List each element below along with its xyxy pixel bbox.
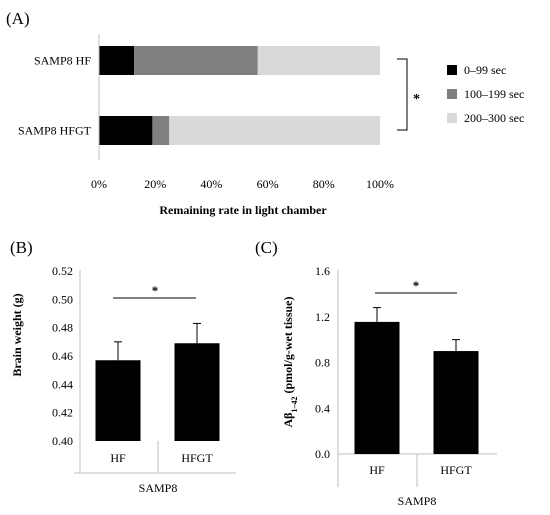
panel-a-legend-swatch xyxy=(447,65,457,75)
panel-c-y-axis-title: Aβ1–42 (pmol/g-wet tissue) xyxy=(281,297,299,428)
panel-c-category-label: HFGT xyxy=(440,463,472,477)
panel-b-bar xyxy=(174,343,220,441)
panel-c-y-tick-label: 0.4 xyxy=(315,401,330,415)
panel-a-x-tick-label: 20% xyxy=(144,177,166,191)
panel-a-significance-star: * xyxy=(413,92,420,107)
panel-a-category-label: SAMP8 HF xyxy=(34,54,91,68)
panel-a-legend-swatch xyxy=(447,89,457,99)
panel-b-category-label: HF xyxy=(110,451,126,465)
panel-c-y-axis-title-subscript: 1–42 xyxy=(290,396,299,412)
panel-c-y-tick-label: 0.0 xyxy=(315,447,330,461)
panel-a-x-tick-label: 100% xyxy=(366,177,394,191)
panel-b: (B) 0.400.420.440.460.480.500.52 HF HFGT … xyxy=(10,238,236,495)
panel-a-category-label: SAMP8 HFGT xyxy=(18,124,92,138)
panel-b-y-tick-label: 0.46 xyxy=(52,349,73,363)
panel-c-group-label: SAMP8 xyxy=(398,494,437,508)
panel-b-category-labels: HF HFGT xyxy=(110,451,213,465)
panel-c-bar xyxy=(433,351,479,454)
panel-a: (A) SAMP8 HF SAMP8 HFGT 0% 20% 40% 60% 80% 100… xyxy=(6,9,524,217)
panel-c-y-axis-title-prefix: Aβ xyxy=(281,412,295,427)
panel-a-bars xyxy=(99,46,380,145)
panel-a-bar-segment xyxy=(99,46,135,75)
panel-c-bars xyxy=(354,307,479,454)
panel-b-y-tick-label: 0.48 xyxy=(52,321,73,335)
panel-a-bar-segment xyxy=(134,46,258,75)
panel-b-bar xyxy=(95,360,141,441)
panel-b-group-label: SAMP8 xyxy=(139,481,178,495)
panel-a-category-labels: SAMP8 HF SAMP8 HFGT xyxy=(18,54,92,138)
panel-b-y-tick-label: 0.52 xyxy=(52,264,73,278)
panel-a-bar-segment xyxy=(169,116,380,145)
panel-a-bar-segment xyxy=(257,46,380,75)
panel-b-label: (B) xyxy=(10,238,33,257)
panel-b-y-tick-label: 0.44 xyxy=(52,377,73,391)
panel-a-x-tick-labels: 0% 20% 40% 60% 80% 100% xyxy=(91,177,394,191)
panel-a-x-tick-label: 0% xyxy=(91,177,107,191)
panel-c-y-tick-label: 1.2 xyxy=(315,310,330,324)
panel-a-x-tick-label: 80% xyxy=(313,177,335,191)
panel-c-y-tick-label: 1.6 xyxy=(315,264,330,278)
panel-b-y-tick-label: 0.40 xyxy=(52,434,73,448)
panel-a-x-tick-label: 60% xyxy=(257,177,279,191)
panel-a-legend-label: 0–99 sec xyxy=(464,63,506,77)
panel-a-x-tick-label: 40% xyxy=(200,177,222,191)
panel-a-legend-label: 100–199 sec xyxy=(464,87,524,101)
panel-a-legend-swatch xyxy=(447,113,457,123)
panel-c-category-label: HF xyxy=(369,463,385,477)
panel-b-y-axis-title: Brain weight (g) xyxy=(10,293,24,376)
panel-b-significance-star: * xyxy=(152,283,159,298)
panel-a-significance-bracket xyxy=(397,58,408,131)
panel-a-bar-segment xyxy=(99,116,153,145)
panel-b-bars xyxy=(95,322,220,441)
panel-c-y-axis-title-suffix: (pmol/g-wet tissue) xyxy=(281,297,295,397)
panel-a-x-axis-title: Remaining rate in light chamber xyxy=(159,203,327,217)
panel-c: (C) 0.0 0.4 0.8 1.2 1.6 HF HFGT SAMP8 Aβ1–42 … xyxy=(255,238,497,508)
panel-a-bar-segment xyxy=(152,116,170,145)
panel-c-significance-star: * xyxy=(413,278,420,293)
panel-b-y-tick-labels: 0.40 0.42 0.44 0.46 0.48 0.50 0.52 xyxy=(52,264,73,448)
panel-c-y-tick-label: 0.8 xyxy=(315,356,330,370)
panel-c-category-labels: HF HFGT xyxy=(369,463,472,477)
panel-b-category-label: HFGT xyxy=(181,451,213,465)
panel-a-legend: 0–99 sec 100–199 sec 200–300 sec xyxy=(447,63,524,125)
panel-c-y-tick-labels: 0.0 0.4 0.8 1.2 1.6 xyxy=(315,264,330,461)
panel-c-bar xyxy=(354,321,400,454)
panel-c-label: (C) xyxy=(255,238,278,257)
panel-a-label: (A) xyxy=(6,9,30,28)
panel-a-legend-label: 200–300 sec xyxy=(464,111,524,125)
panel-b-y-tick-label: 0.50 xyxy=(52,292,73,306)
panel-b-y-tick-label: 0.42 xyxy=(52,406,73,420)
